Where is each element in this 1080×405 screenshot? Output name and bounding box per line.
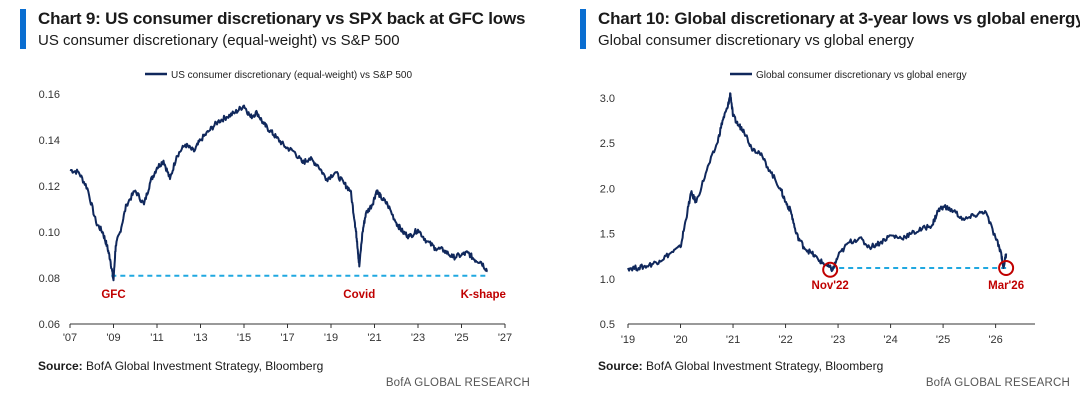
- series-line: [69, 104, 488, 282]
- legend-label: US consumer discretionary (equal-weight)…: [171, 70, 412, 81]
- annotation-label: Covid: [343, 289, 375, 301]
- x-tick-label: '23: [411, 332, 425, 344]
- x-tick-label: '07: [63, 332, 77, 344]
- y-tick-label: 0.08: [39, 273, 60, 285]
- chart-subtitle: US consumer discretionary (equal-weight)…: [38, 32, 400, 49]
- brand-label: BofA GLOBAL RESEARCH: [925, 377, 1070, 389]
- y-tick-label: 0.14: [39, 135, 60, 147]
- highlight-circle: [822, 261, 839, 278]
- x-tick-label: '23: [831, 334, 845, 346]
- x-tick-label: '24: [883, 334, 897, 346]
- y-tick-label: 1.5: [600, 229, 615, 241]
- annotation-label: Nov'22: [812, 280, 849, 292]
- legend-label: Global consumer discretionary vs global …: [756, 70, 967, 81]
- source-note: Source: BofA Global Investment Strategy,…: [598, 359, 883, 373]
- x-tick-label: '17: [280, 332, 294, 344]
- chart-10-plot: Global consumer discretionary vs global …: [600, 70, 1035, 346]
- source-label: Source:: [598, 359, 643, 373]
- x-tick-label: '19: [621, 334, 635, 346]
- source-label: Source:: [38, 359, 83, 373]
- source-text: BofA Global Investment Strategy, Bloombe…: [646, 359, 884, 373]
- x-tick-label: '22: [778, 334, 792, 346]
- y-tick-label: 0.10: [39, 227, 60, 239]
- chart-panel-9: Chart 9: US consumer discretionary vs SP…: [20, 0, 540, 405]
- x-tick-label: '09: [106, 332, 120, 344]
- chart-panel-10: Chart 10: Global discretionary at 3-year…: [580, 0, 1080, 405]
- x-tick-label: '15: [237, 332, 251, 344]
- x-tick-label: '21: [367, 332, 381, 344]
- annotation-label: Mar'26: [988, 280, 1024, 292]
- x-tick-label: '26: [988, 334, 1002, 346]
- brand-label: BofA GLOBAL RESEARCH: [385, 377, 530, 389]
- chart-9-plot: US consumer discretionary (equal-weight)…: [39, 70, 513, 344]
- y-tick-label: 2.0: [600, 183, 615, 195]
- x-tick-label: '13: [193, 332, 207, 344]
- y-tick-label: 3.0: [600, 93, 615, 105]
- annotation-label: GFC: [101, 289, 125, 301]
- x-tick-label: '21: [726, 334, 740, 346]
- title-accent-bar: [580, 9, 586, 49]
- x-tick-label: '20: [673, 334, 687, 346]
- y-tick-label: 0.12: [39, 181, 60, 193]
- source-note: Source: BofA Global Investment Strategy,…: [38, 359, 323, 373]
- source-text: BofA Global Investment Strategy, Bloombe…: [86, 359, 324, 373]
- x-tick-label: '25: [936, 334, 950, 346]
- y-tick-label: 0.16: [39, 89, 60, 101]
- y-tick-label: 2.5: [600, 138, 615, 150]
- chart-subtitle: Global consumer discretionary vs global …: [598, 32, 914, 49]
- chart-title: Chart 9: US consumer discretionary vs SP…: [38, 9, 526, 28]
- y-tick-label: 1.0: [600, 274, 615, 286]
- x-tick-label: '19: [324, 332, 338, 344]
- x-tick-label: '25: [454, 332, 468, 344]
- title-accent-bar: [20, 9, 26, 49]
- x-tick-label: '27: [498, 332, 512, 344]
- series-line: [627, 92, 1008, 273]
- highlight-circle: [998, 259, 1015, 276]
- x-tick-label: '11: [150, 332, 164, 344]
- chart-title: Chart 10: Global discretionary at 3-year…: [598, 9, 1080, 28]
- y-tick-label: 0.5: [600, 319, 615, 331]
- y-tick-label: 0.06: [39, 319, 60, 331]
- annotation-label: K-shape: [461, 289, 506, 301]
